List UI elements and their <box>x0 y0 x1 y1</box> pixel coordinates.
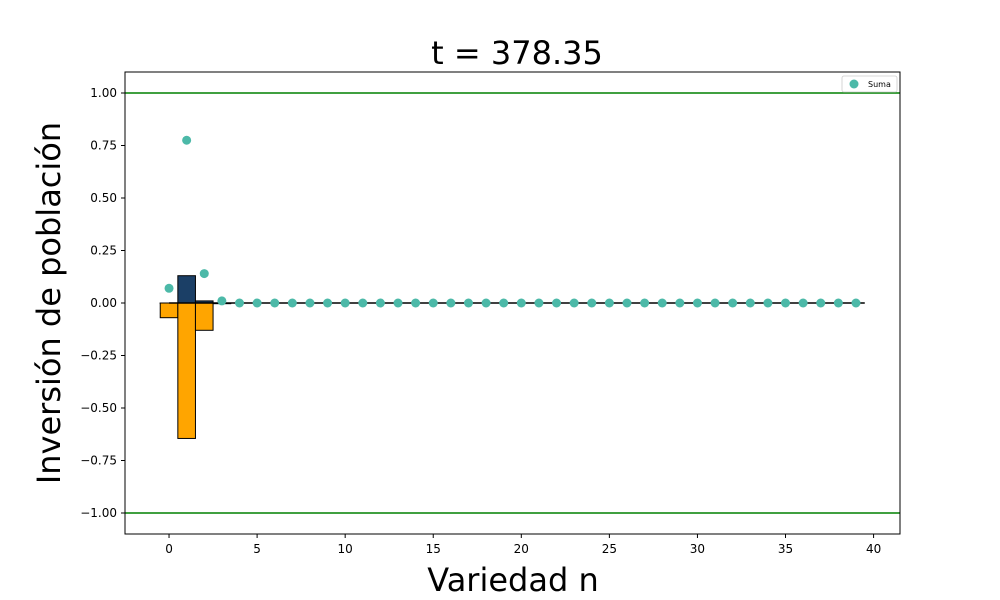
x-tick-label: 10 <box>338 542 353 556</box>
bar-series2-n0 <box>159 302 179 319</box>
plot-area <box>125 92 900 514</box>
y-tick-label: −0.25 <box>80 349 117 363</box>
x-tick-label: 0 <box>165 542 173 556</box>
y-tick-label: 0.50 <box>90 191 117 205</box>
suma-point-n2 <box>199 269 209 279</box>
suma-point-n5 <box>252 298 262 308</box>
suma-point-n11 <box>358 298 368 308</box>
x-tick-label: 15 <box>426 542 441 556</box>
y-axis: 1.00 0.75 0.50 0.25 0.00 −0.25 −0.50 −0.75 −1.00 <box>80 86 125 520</box>
x-tick-label: 5 <box>253 542 261 556</box>
y-tick-label: 0.25 <box>90 244 117 258</box>
legend: Suma <box>841 75 898 93</box>
suma-point-n34 <box>763 298 773 308</box>
suma-point-n8 <box>305 298 315 308</box>
suma-point-n14 <box>411 298 421 308</box>
chart-title: t = 378.35 <box>431 34 603 72</box>
x-axis-label: Variedad n <box>427 561 598 599</box>
suma-point-n4 <box>234 298 244 308</box>
suma-point-n23 <box>569 298 579 308</box>
suma-point-n24 <box>587 298 597 308</box>
legend-marker <box>849 79 859 89</box>
suma-point-n21 <box>534 298 544 308</box>
legend-label-suma: Suma <box>868 80 891 89</box>
y-tick-label: −1.00 <box>80 506 117 520</box>
suma-point-n13 <box>393 298 403 308</box>
y-tick-label: −0.50 <box>80 401 117 415</box>
suma-point-n1 <box>182 135 192 145</box>
bar-series1-n1 <box>177 275 196 304</box>
x-tick-label: 35 <box>778 542 793 556</box>
suma-point-n28 <box>657 298 667 308</box>
suma-point-n36 <box>798 298 808 308</box>
y-tick-label: 0.75 <box>90 139 117 153</box>
suma-point-n7 <box>287 298 297 308</box>
x-tick-label: 30 <box>690 542 705 556</box>
suma-point-n32 <box>728 298 738 308</box>
x-tick-label: 20 <box>514 542 529 556</box>
suma-point-n27 <box>640 298 650 308</box>
suma-point-n6 <box>270 298 280 308</box>
suma-point-n39 <box>851 298 861 308</box>
suma-point-n38 <box>833 298 843 308</box>
suma-point-n29 <box>675 298 685 308</box>
suma-point-n18 <box>481 298 491 308</box>
y-tick-label: 1.00 <box>90 86 117 100</box>
suma-point-n25 <box>604 298 614 308</box>
suma-point-n10 <box>340 298 350 308</box>
suma-point-n30 <box>692 298 702 308</box>
suma-point-n20 <box>516 298 526 308</box>
suma-point-n33 <box>745 298 755 308</box>
x-axis: 0 5 10 15 20 25 30 35 40 <box>165 534 881 556</box>
suma-point-n9 <box>323 298 333 308</box>
suma-point-n22 <box>552 298 562 308</box>
suma-point-n0 <box>164 283 174 293</box>
suma-point-n3 <box>217 296 227 306</box>
suma-point-n19 <box>499 298 509 308</box>
suma-point-n37 <box>816 298 826 308</box>
y-tick-label: 0.00 <box>90 296 117 310</box>
suma-point-n31 <box>710 298 720 308</box>
suma-point-n12 <box>375 298 385 308</box>
x-tick-label: 40 <box>866 542 881 556</box>
y-tick-label: −0.75 <box>80 454 117 468</box>
suma-point-n16 <box>446 298 456 308</box>
suma-point-n26 <box>622 298 632 308</box>
bar-series2-n2 <box>194 302 214 331</box>
x-tick-label: 25 <box>602 542 617 556</box>
suma-point-n35 <box>781 298 791 308</box>
suma-point-n17 <box>463 298 473 308</box>
suma-point-n15 <box>428 298 438 308</box>
bar-series2-n1 <box>177 302 196 439</box>
y-axis-label: Inversión de población <box>30 122 68 484</box>
